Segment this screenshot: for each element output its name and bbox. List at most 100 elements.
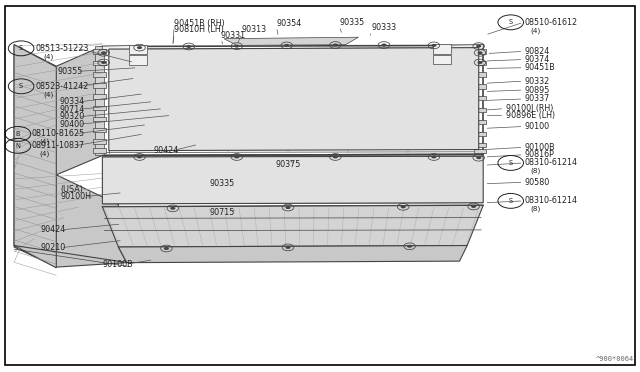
Text: 90335: 90335 [339,18,364,27]
Circle shape [381,44,387,46]
Text: 90714: 90714 [60,105,84,114]
Text: S: S [509,160,513,166]
Polygon shape [118,246,467,263]
Circle shape [333,155,338,158]
Circle shape [170,207,175,210]
Text: 90100B: 90100B [525,143,556,152]
Text: (4): (4) [43,91,53,98]
Text: 90580: 90580 [525,178,550,187]
Text: 90334: 90334 [60,97,84,106]
Polygon shape [474,120,486,124]
Polygon shape [93,106,106,110]
Circle shape [101,61,106,64]
Text: 08310-61214: 08310-61214 [525,158,578,167]
Text: 90896E (LH): 90896E (LH) [506,111,555,120]
Text: N: N [15,143,20,149]
Text: 90400: 90400 [60,120,84,129]
Text: (8): (8) [530,168,540,174]
Circle shape [471,205,476,208]
Circle shape [477,61,483,64]
Text: 90816P: 90816P [525,150,555,159]
Polygon shape [474,108,486,112]
Polygon shape [224,37,358,45]
Text: 90424: 90424 [154,146,179,155]
Circle shape [186,45,191,48]
Circle shape [476,156,481,159]
Polygon shape [93,61,106,65]
Circle shape [477,51,483,54]
Text: 90810H (LH): 90810H (LH) [174,25,224,34]
Polygon shape [93,148,106,153]
Circle shape [101,51,106,54]
Polygon shape [474,84,486,89]
Text: 90374: 90374 [525,55,550,64]
Text: 90313: 90313 [242,25,267,34]
Text: 90331: 90331 [221,31,246,40]
Polygon shape [109,48,479,151]
Circle shape [234,45,239,48]
Circle shape [234,155,239,158]
Text: 90332: 90332 [525,77,550,86]
Polygon shape [93,49,106,54]
Circle shape [137,46,142,49]
Text: (4): (4) [530,27,540,34]
Circle shape [431,155,436,158]
Text: 90424: 90424 [40,225,65,234]
Text: 90337: 90337 [525,94,550,103]
Text: 90375: 90375 [275,160,301,169]
Text: (4): (4) [43,53,53,60]
Polygon shape [102,205,483,247]
Circle shape [285,206,291,209]
Text: 90355: 90355 [58,67,83,76]
Polygon shape [93,117,106,121]
Text: 90451B: 90451B [525,63,556,72]
Polygon shape [474,143,486,147]
Text: 08310-61214: 08310-61214 [525,196,578,205]
Text: B: B [15,131,20,137]
Bar [129,45,147,54]
Polygon shape [93,72,106,77]
Text: S: S [509,198,513,204]
Polygon shape [474,49,486,54]
Text: 90895: 90895 [525,86,550,94]
Polygon shape [14,45,102,175]
Polygon shape [93,128,106,132]
Circle shape [401,205,406,208]
Bar [433,44,451,54]
Polygon shape [435,45,483,51]
Polygon shape [14,45,56,268]
Text: 90333: 90333 [371,23,396,32]
Text: 90824: 90824 [525,47,550,56]
Text: 08513-51223: 08513-51223 [35,44,88,53]
Text: 90100J (RH): 90100J (RH) [506,104,553,113]
Text: 90100: 90100 [525,122,550,131]
Polygon shape [474,61,486,65]
Text: 08911-10837: 08911-10837 [32,141,85,150]
Circle shape [164,247,169,250]
Bar [433,55,451,64]
Text: 90100B: 90100B [102,260,133,269]
Text: 08110-81625: 08110-81625 [32,129,85,138]
Circle shape [137,155,142,158]
Circle shape [431,44,436,47]
Circle shape [333,44,338,46]
Text: 90100H: 90100H [61,192,92,201]
Text: 08510-61612: 08510-61612 [525,18,578,27]
Text: S: S [19,83,23,89]
Polygon shape [102,156,483,204]
Text: (8): (8) [530,206,540,212]
Polygon shape [93,139,106,144]
Text: 90210: 90210 [40,243,65,252]
Circle shape [476,45,481,48]
Text: ^900*0064: ^900*0064 [595,356,634,362]
Text: (USA): (USA) [61,185,84,194]
Text: (4): (4) [40,139,50,145]
Polygon shape [474,132,486,136]
Circle shape [284,44,289,47]
Text: 90451B (RH): 90451B (RH) [174,19,225,28]
Polygon shape [102,45,141,52]
Text: (4): (4) [40,151,50,157]
Text: 90320: 90320 [60,112,84,121]
Circle shape [285,246,291,249]
Text: S: S [19,45,23,51]
